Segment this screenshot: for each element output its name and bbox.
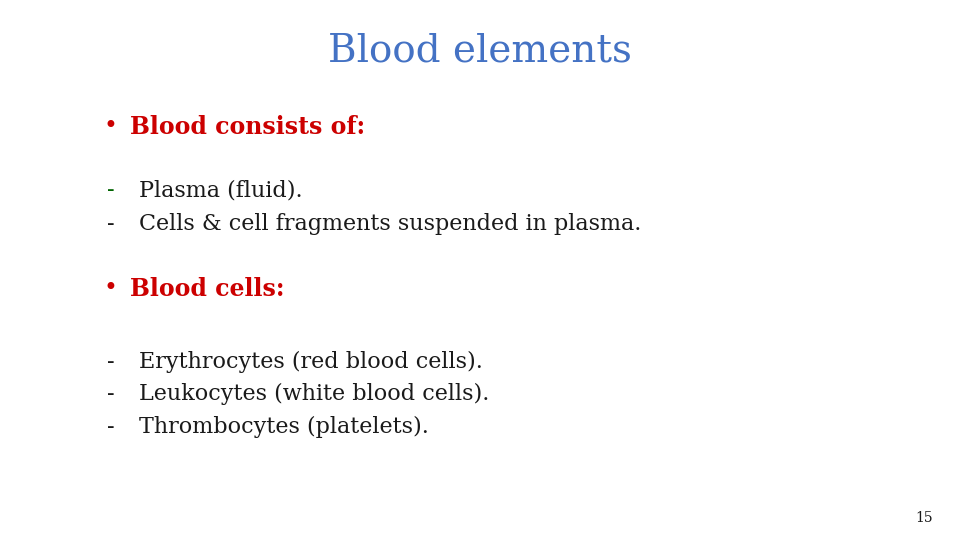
Text: -: - [107,179,114,201]
Text: -: - [107,383,114,405]
Text: •: • [104,116,117,138]
Text: Leukocytes (white blood cells).: Leukocytes (white blood cells). [139,383,490,405]
Text: -: - [107,351,114,373]
Text: Blood elements: Blood elements [328,33,632,70]
Text: Erythrocytes (red blood cells).: Erythrocytes (red blood cells). [139,351,483,373]
Text: -: - [107,416,114,437]
Text: -: - [107,213,114,235]
Text: Blood consists of:: Blood consists of: [130,115,365,139]
Text: Thrombocytes (platelets).: Thrombocytes (platelets). [139,416,429,437]
Text: Plasma (fluid).: Plasma (fluid). [139,179,302,201]
Text: 15: 15 [916,511,933,525]
Text: •: • [104,278,117,300]
Text: Blood cells:: Blood cells: [130,277,284,301]
Text: Cells & cell fragments suspended in plasma.: Cells & cell fragments suspended in plas… [139,213,641,235]
